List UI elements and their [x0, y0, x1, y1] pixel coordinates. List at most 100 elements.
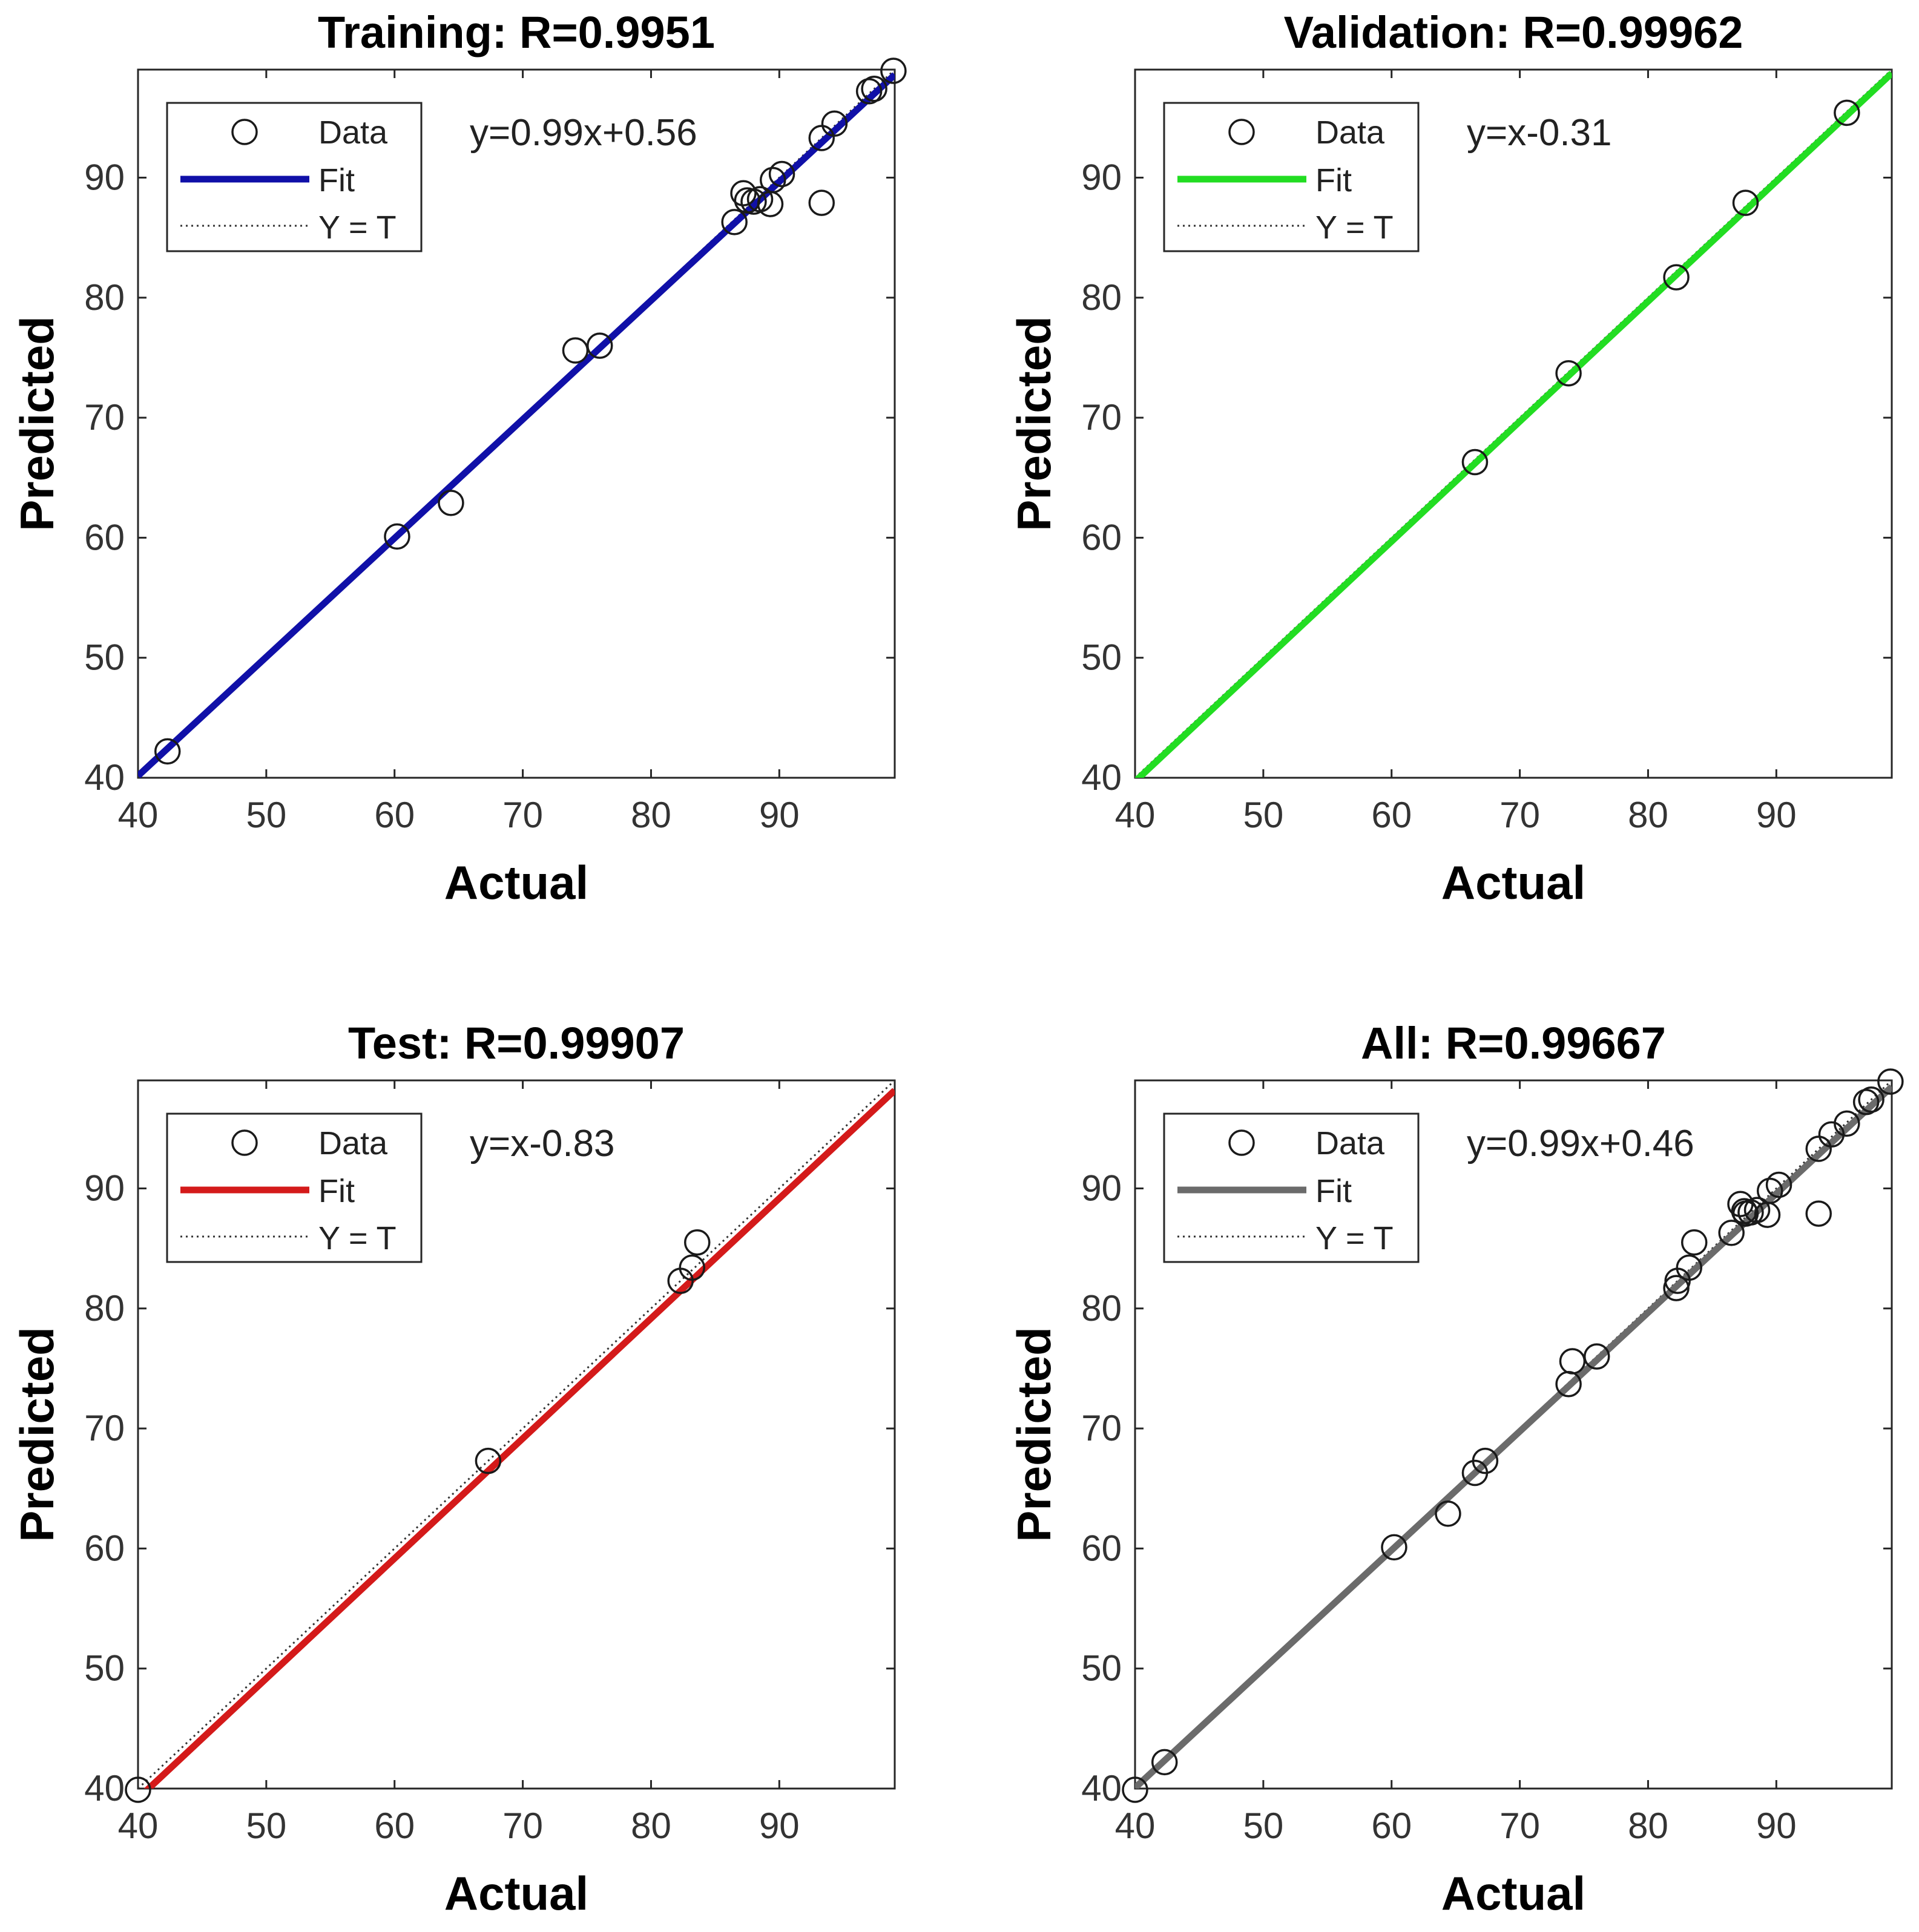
y-tick-label: 80: [1081, 1288, 1122, 1329]
plot-area: [138, 1080, 895, 1789]
data-point: [1151, 1749, 1178, 1776]
fit-equation: y=x-0.31: [1467, 112, 1612, 154]
legend-label-identity: Y = T: [318, 209, 397, 246]
data-point: [683, 1229, 711, 1256]
data-point: [1663, 264, 1690, 291]
y-tick-label: 60: [84, 517, 125, 557]
x-tick-label: 70: [502, 795, 543, 835]
y-tick-label: 80: [84, 1288, 125, 1329]
x-tick-label: 70: [502, 1806, 543, 1846]
data-point: [1756, 1177, 1783, 1204]
x-tick-label: 90: [1756, 1806, 1797, 1846]
data-point: [759, 166, 786, 194]
data-point: [438, 490, 464, 516]
legend-label-fit: Fit: [318, 1173, 355, 1209]
x-tick-label: 60: [1371, 1806, 1412, 1846]
y-tick-label: 50: [1081, 637, 1122, 678]
legend-data-marker: [231, 1129, 258, 1156]
chart-title: Training: R=0.9951: [318, 7, 715, 58]
data-point: [1718, 1220, 1745, 1246]
legend-label-data: Data: [318, 1125, 388, 1162]
data-point: [768, 160, 795, 188]
x-tick-label: 70: [1499, 795, 1540, 835]
data-point: [1555, 360, 1582, 387]
data-point: [1676, 1254, 1703, 1281]
chart-panel-4: 40 50 60 70 80 90 40 50 60 70 80 90 All: R=0.99667 Ac…: [1007, 1018, 1904, 1920]
legend-data-marker: [1228, 1129, 1255, 1156]
data-point: [721, 209, 748, 235]
y-axis-label: Predicted: [10, 316, 64, 531]
y-tick-label: 40: [84, 1768, 125, 1809]
y-tick-label: 50: [1081, 1648, 1122, 1689]
data-point: [1805, 1200, 1832, 1227]
x-axis-label: Actual: [1441, 856, 1585, 909]
y-axis-label: Predicted: [1007, 1327, 1061, 1542]
x-tick-label: 80: [631, 795, 671, 835]
legend-data-marker: [231, 119, 258, 145]
legend-label-fit: Fit: [1315, 1173, 1352, 1209]
data-point: [1877, 1068, 1904, 1095]
y-tick-label: 80: [84, 277, 125, 318]
fit-equation: y=x-0.83: [470, 1123, 615, 1165]
y-tick-label: 70: [1081, 1408, 1122, 1448]
x-tick-label: 90: [759, 1806, 800, 1846]
data-point: [821, 110, 848, 137]
data-point: [1680, 1229, 1708, 1256]
x-tick-label: 60: [374, 795, 415, 835]
y-tick-label: 70: [84, 397, 125, 438]
data-point: [1834, 99, 1860, 126]
legend-label-data: Data: [1315, 1125, 1385, 1162]
chart-panel-2: 40 50 60 70 80 90 40 50 60 70 80 90 Validation: R=0.…: [1007, 7, 1893, 909]
x-tick-label: 70: [1499, 1806, 1540, 1846]
x-tick-label: 50: [1243, 1806, 1283, 1846]
data-point: [1472, 1447, 1499, 1474]
legend-label-identity: Y = T: [318, 1220, 397, 1257]
legend-label-identity: Y = T: [1315, 209, 1394, 246]
chart-title: Validation: R=0.99962: [1284, 7, 1743, 58]
legend-label-fit: Fit: [318, 162, 355, 199]
chart-title: All: R=0.99667: [1361, 1018, 1666, 1068]
data-point: [1583, 1343, 1610, 1370]
x-tick-label: 40: [118, 795, 159, 835]
data-point: [562, 337, 589, 364]
x-tick-label: 50: [1243, 795, 1283, 835]
chart-title: Test: R=0.99907: [348, 1018, 685, 1068]
fit-line: [143, 1088, 895, 1789]
x-tick-label: 40: [1115, 795, 1156, 835]
x-tick-label: 60: [1371, 795, 1412, 835]
y-tick-label: 90: [1081, 157, 1122, 197]
y-tick-label: 60: [1081, 517, 1122, 557]
data-point: [808, 189, 835, 216]
y-tick-label: 60: [1081, 1528, 1122, 1568]
data-point: [1732, 189, 1759, 216]
y-tick-label: 40: [84, 757, 125, 798]
legend-label-identity: Y = T: [1315, 1220, 1394, 1257]
y-tick-label: 90: [84, 1168, 125, 1208]
data-point: [1559, 1348, 1586, 1375]
x-tick-label: 90: [759, 795, 800, 835]
plot-area: [1135, 70, 1892, 778]
y-tick-label: 90: [1081, 1168, 1122, 1208]
x-tick-label: 40: [118, 1806, 159, 1846]
fit-line: [1135, 71, 1892, 778]
y-axis-label: Predicted: [1007, 316, 1061, 531]
chart-panel-1: 40 50 60 70 80 90 40 50 60 70 80 90 Training: R=0.99…: [10, 7, 907, 909]
y-tick-label: 60: [84, 1528, 125, 1568]
data-point: [1122, 1776, 1148, 1803]
data-point: [855, 77, 883, 105]
fit-equation: y=0.99x+0.56: [470, 112, 697, 154]
x-tick-label: 80: [631, 1806, 671, 1846]
y-tick-label: 50: [84, 637, 125, 678]
data-point: [1834, 1110, 1860, 1137]
x-tick-label: 60: [374, 1806, 415, 1846]
identity-line: [138, 1080, 895, 1789]
data-point: [880, 58, 907, 84]
y-tick-label: 70: [1081, 397, 1122, 438]
y-tick-label: 70: [84, 1408, 125, 1448]
data-point: [384, 523, 410, 550]
x-tick-label: 80: [1628, 795, 1668, 835]
fit-equation: y=0.99x+0.46: [1467, 1123, 1694, 1165]
data-point: [586, 332, 613, 359]
x-axis-label: Actual: [1441, 1867, 1585, 1920]
y-tick-label: 40: [1081, 1768, 1122, 1809]
